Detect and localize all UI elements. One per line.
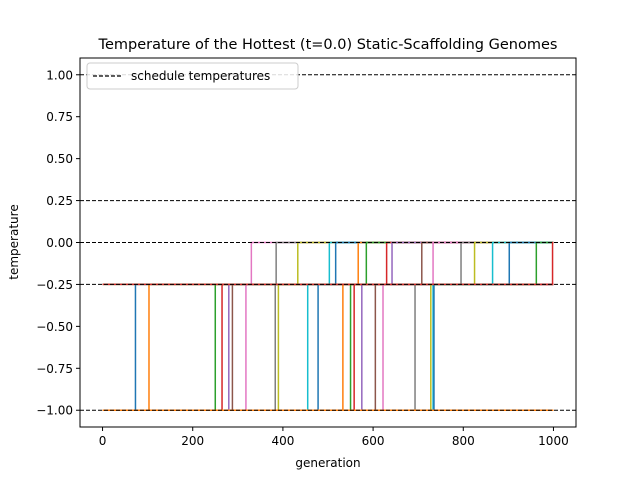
legend-frame — [86, 62, 299, 90]
x-tick-label: 800 — [452, 434, 475, 448]
y-tick-label: 0.25 — [46, 194, 73, 208]
y-axis-title: temperature — [7, 204, 21, 279]
ticks-layer: 0 200 400 600 800 1000 1.00 0.75 0.50 0.25 0.00 −0.… — [36, 68, 569, 448]
y-tick-label: 0.75 — [46, 110, 73, 124]
legend-label: schedule temperatures — [131, 69, 270, 83]
data-layer — [80, 74, 576, 411]
y-tick-label: 1.00 — [46, 68, 73, 82]
y-tick-label: −0.50 — [36, 320, 73, 334]
x-axis-title: generation — [295, 456, 360, 470]
x-tick-label: 600 — [362, 434, 385, 448]
x-tick-label: 1000 — [538, 434, 569, 448]
y-tick-label: −1.00 — [36, 404, 73, 418]
x-tick-label: 200 — [181, 434, 204, 448]
y-tick-label: 0.00 — [46, 236, 73, 250]
x-tick-label: 400 — [271, 434, 294, 448]
x-tick-label: 0 — [99, 434, 107, 448]
y-tick-label: 0.50 — [46, 152, 73, 166]
y-tick-label: −0.25 — [36, 278, 73, 292]
y-tick-label: −0.75 — [36, 362, 73, 376]
chart-title: Temperature of the Hottest (t=0.0) Stati… — [98, 37, 558, 53]
plot-frame — [79, 57, 577, 428]
legend: schedule temperatures — [86, 62, 299, 90]
